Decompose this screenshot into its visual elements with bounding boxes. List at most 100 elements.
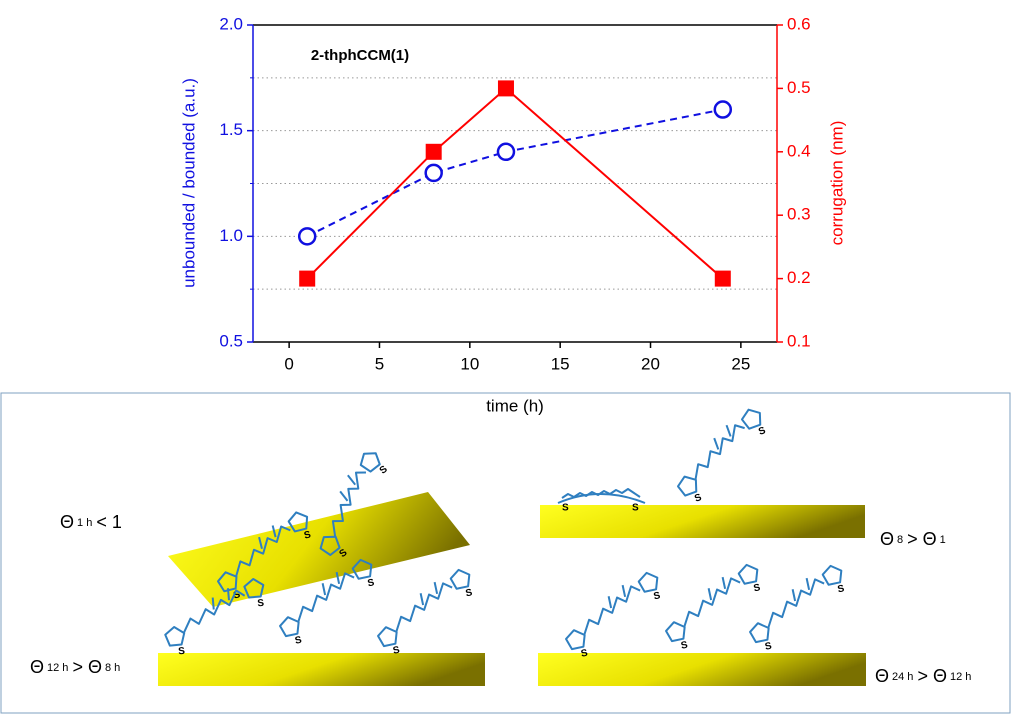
atom-label: S (378, 464, 390, 477)
y2-tick-label: 0.3 (787, 205, 811, 224)
thiophene-ring (637, 571, 659, 593)
branch (791, 577, 811, 602)
gold-surface (540, 505, 865, 538)
diagram-frame (0, 392, 1011, 714)
gold-surface (168, 492, 470, 607)
molecule: SS (279, 558, 376, 647)
alkyl-chain (683, 577, 741, 628)
thiophene-ring (359, 452, 381, 473)
thiophene-ring (243, 577, 265, 599)
molecule: SS (665, 563, 762, 652)
thiophene-ring (677, 475, 698, 497)
molecule: SS (677, 408, 767, 505)
branch (419, 581, 439, 606)
y-tick-label: 0.5 (219, 331, 243, 350)
molecule: SS (217, 511, 312, 602)
point (297, 227, 317, 246)
molecule: SS (164, 577, 265, 658)
branch (339, 474, 357, 502)
atom-label: S (562, 503, 569, 514)
y-tick-label: 2.0 (219, 14, 243, 33)
point (713, 100, 733, 119)
annotation: 2-thphCCM(1) (311, 47, 409, 64)
thiophene-ring (164, 626, 186, 647)
x-tick-label: 0 (284, 354, 293, 373)
thiophene-ring (319, 535, 341, 556)
atom-label: S (367, 577, 376, 589)
atom-label: S (580, 648, 589, 660)
alkyl-chain (694, 424, 745, 481)
coverage-label: Θ 24 h > Θ 12 h (875, 666, 971, 686)
x-tick-label: 5 (375, 354, 384, 373)
point (497, 80, 514, 97)
point (425, 143, 442, 160)
x-tick-label: 10 (460, 354, 479, 373)
y2-tick-label: 0.1 (787, 331, 811, 350)
series-line (306, 87, 724, 280)
atom-label: S (757, 425, 767, 438)
branch (607, 584, 627, 609)
thiophene-ring (217, 571, 238, 593)
atom-label: S (693, 492, 703, 505)
chart: 2-thphCCM(1) time (h) unbounded / bounde… (179, 14, 846, 415)
atom-label: S (653, 590, 662, 602)
point (299, 270, 316, 287)
y-tick-label: 1.0 (219, 226, 243, 245)
atom-label: S (294, 635, 303, 647)
molecule: SS (565, 571, 662, 660)
thiophene-ring (565, 629, 586, 651)
thiophene-ring (287, 511, 309, 533)
atom-label: S (764, 641, 773, 653)
y2-tick-label: 0.5 (787, 78, 811, 97)
alkyl-chain (331, 471, 366, 538)
series-line (306, 108, 723, 238)
y2-axis-label: corrugation (nm) (827, 121, 846, 246)
thiophene-ring (749, 622, 770, 644)
x-tick-label: 15 (551, 354, 570, 373)
thiophene-ring (279, 616, 300, 638)
atom-label: S (178, 646, 186, 658)
branch (707, 576, 727, 601)
point (424, 163, 443, 183)
y2-tick-label: 0.2 (787, 268, 811, 287)
alkyl-chain (561, 488, 641, 499)
x-tick-label: 20 (641, 354, 660, 373)
x-tick-label: 25 (731, 354, 750, 373)
x-axis-label: time (h) (486, 396, 544, 415)
y2-tick-label: 0.6 (787, 14, 811, 33)
point (714, 270, 731, 287)
thiophene-ring (377, 626, 398, 648)
molecule: SS (749, 564, 846, 653)
branch (258, 525, 277, 550)
atom-label: S (392, 645, 401, 657)
alkyl-chain (767, 578, 825, 629)
atom-label: S (465, 587, 474, 599)
thiophene-ring (821, 564, 843, 586)
atom-label: S (837, 583, 846, 595)
gold-surface (538, 653, 866, 686)
thiophene-ring (449, 568, 471, 590)
atom-label: S (680, 640, 689, 652)
alkyl-chain (297, 572, 355, 623)
atom-label: S (232, 589, 241, 601)
atom-label: S (632, 503, 639, 514)
branch (321, 571, 341, 596)
alkyl-chain (395, 582, 453, 633)
thiophene-ring (351, 558, 373, 580)
atom-label: S (303, 529, 312, 541)
point (496, 142, 516, 162)
alkyl-chain (182, 589, 246, 634)
branch (713, 424, 732, 450)
thiophene-ring (665, 621, 686, 643)
alkyl-chain (583, 585, 641, 636)
thiophene-ring (740, 408, 762, 430)
branch (211, 588, 230, 610)
y-tick-label: 1.5 (219, 120, 243, 139)
atom-label: S (753, 582, 762, 594)
